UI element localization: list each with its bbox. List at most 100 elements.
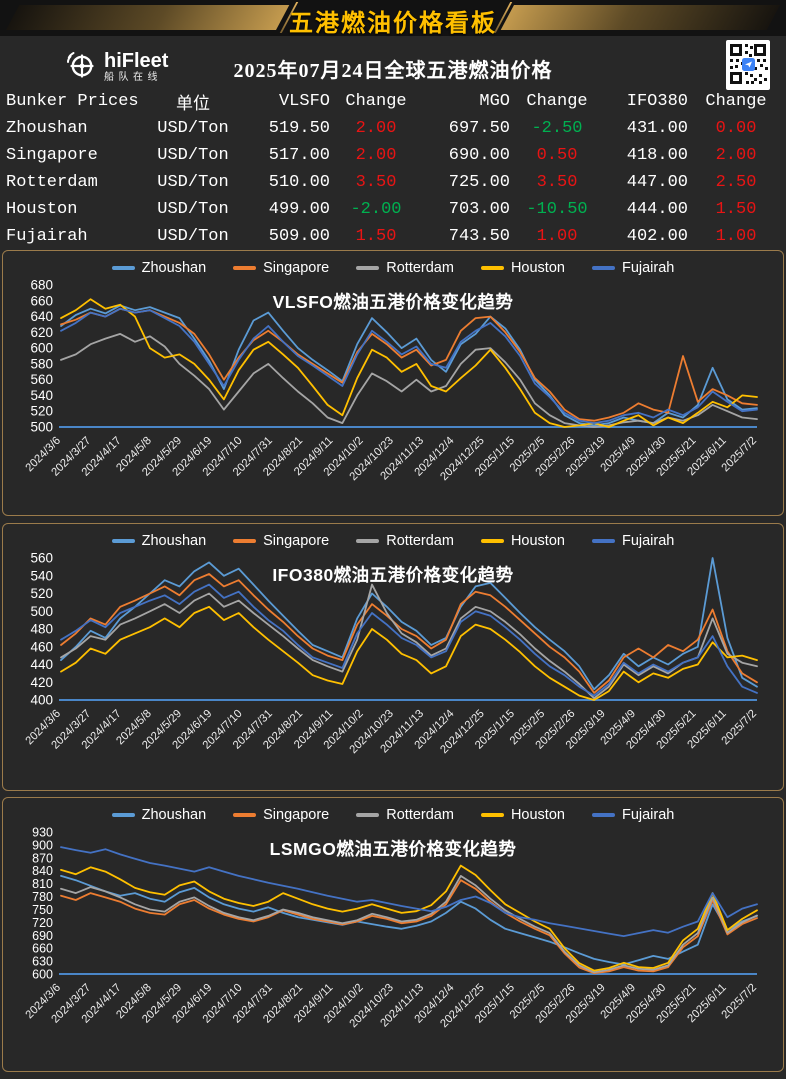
y-axis-tick: 400 [30, 693, 53, 708]
price-cell: 743.50 [448, 227, 510, 246]
change-cell: -2.00 [350, 200, 402, 219]
y-axis-tick: 580 [30, 356, 53, 371]
table-row: Rotterdam USD/Ton 510.00 3.50 725.00 3.50 447.… [4, 169, 782, 196]
legend-item: Rotterdam [356, 260, 454, 276]
change-cell: 3.50 [355, 173, 397, 192]
legend-swatch [111, 539, 135, 543]
legend-label: Zhoushan [141, 533, 207, 549]
y-axis-tick: 870 [32, 851, 53, 865]
series-line-singapore [60, 879, 758, 975]
price-cell: 703.00 [448, 200, 510, 219]
price-cell: 697.50 [448, 119, 510, 138]
table-row: Singapore USD/Ton 517.00 2.00 690.00 0.50 418.… [4, 142, 782, 169]
legend-item: Houston [480, 533, 565, 549]
y-axis-tick: 460 [30, 639, 53, 654]
change-cell: -2.50 [531, 119, 583, 138]
y-axis-tick: 900 [32, 838, 53, 852]
column-header: Change [705, 92, 767, 111]
column-header: Change [345, 92, 407, 111]
change-cell: 1.00 [715, 227, 757, 246]
series-line-rotterdam [60, 333, 758, 428]
series-line-fujairah [60, 307, 758, 425]
legend-item: Zhoushan [111, 260, 207, 276]
legend-swatch [233, 539, 257, 543]
y-axis-tick: 620 [30, 325, 53, 340]
column-header: Change [526, 92, 588, 111]
unit-cell: USD/Ton [157, 119, 229, 138]
legend-swatch [480, 539, 504, 543]
legend-item: Rotterdam [356, 807, 454, 823]
legend-swatch [111, 813, 135, 817]
legend-swatch [233, 813, 257, 817]
series-line-zhoushan [60, 557, 758, 691]
change-cell: -10.50 [526, 200, 588, 219]
series-line-rotterdam [60, 583, 758, 700]
legend-label: Singapore [263, 533, 330, 549]
chart-legend: Zhoushan Singapore Rotterdam Houston Fujaira… [3, 259, 783, 277]
legend-label: Houston [510, 260, 565, 276]
table-row: Houston USD/Ton 499.00 -2.00 703.00 -10.50 444… [4, 196, 782, 223]
y-axis-tick: 520 [30, 586, 53, 601]
series-line-rotterdam [60, 875, 758, 974]
chart-legend: Zhoushan Singapore Rotterdam Houston Fujaira… [3, 806, 783, 824]
chart-title: IFO380燃油五港价格变化趋势 [272, 565, 514, 585]
legend-swatch [591, 813, 615, 817]
change-cell: 2.00 [715, 146, 757, 165]
unit-cell: USD/Ton [157, 173, 229, 192]
legend-item: Fujairah [591, 260, 674, 276]
y-axis-tick: 750 [32, 903, 53, 917]
price-cell: 447.00 [626, 173, 688, 192]
legend-label: Rotterdam [386, 260, 454, 276]
change-cell: 1.50 [715, 200, 757, 219]
y-axis-tick: 480 [30, 622, 53, 637]
change-cell: 2.50 [715, 173, 757, 192]
series-line-houston [60, 298, 758, 428]
y-axis-tick: 630 [32, 955, 53, 969]
chart-panel-ifo380: Zhoushan Singapore Rotterdam Houston Fujaira… [2, 523, 784, 791]
y-axis-tick: 640 [30, 309, 53, 324]
legend-item: Singapore [233, 260, 329, 276]
legend-label: Rotterdam [386, 807, 454, 823]
legend-label: Houston [510, 533, 565, 549]
price-cell: 510.00 [268, 173, 330, 192]
table-row: Zhoushan USD/Ton 519.50 2.00 697.50 -2.50 431.… [4, 115, 782, 142]
port-name-cell: Singapore [6, 146, 98, 165]
legend-label: Rotterdam [386, 533, 454, 549]
series-line-zhoushan [60, 875, 758, 966]
price-cell: 431.00 [626, 119, 688, 138]
legend-swatch [356, 813, 380, 817]
port-name-cell: Houston [6, 200, 78, 219]
column-header: Bunker Prices [6, 92, 139, 111]
y-axis-tick: 520 [30, 404, 53, 419]
price-cell: 418.00 [626, 146, 688, 165]
series-line-fujairah [60, 583, 758, 697]
change-cell: 1.00 [536, 227, 578, 246]
change-cell: 0.50 [536, 146, 578, 165]
y-axis-tick: 540 [30, 568, 53, 583]
change-cell: 3.50 [536, 173, 578, 192]
legend-label: Zhoushan [141, 260, 207, 276]
y-axis-tick: 440 [30, 657, 53, 672]
price-cell: 444.00 [626, 200, 688, 219]
series-line-singapore [60, 307, 758, 422]
legend-item: Rotterdam [356, 533, 454, 549]
y-axis-tick: 540 [30, 388, 53, 403]
table-body: Zhoushan USD/Ton 519.50 2.00 697.50 -2.50 431.… [4, 115, 782, 250]
y-axis-tick: 720 [32, 916, 53, 930]
y-axis-tick: 500 [30, 604, 53, 619]
legend-item: Zhoushan [111, 533, 207, 549]
top-banner: 五港燃油价格看板 [0, 0, 786, 37]
unit-cell: USD/Ton [157, 227, 229, 246]
column-header: 单位 [176, 95, 210, 115]
chart-title: VLSFO燃油五港价格变化趋势 [272, 292, 514, 312]
y-axis-tick: 420 [30, 675, 53, 690]
brand-subtitle: 船队在线 [104, 71, 162, 83]
legend-swatch [591, 266, 615, 270]
price-cell: 519.50 [268, 119, 330, 138]
y-axis-tick: 560 [30, 372, 53, 387]
price-trend-chart-vlsfo: 6806606406206005805605405205002024/3/620… [24, 279, 760, 483]
price-cell: 499.00 [268, 200, 330, 219]
price-cell: 402.00 [626, 227, 688, 246]
column-header: MGO [479, 92, 510, 111]
legend-label: Zhoushan [141, 807, 207, 823]
